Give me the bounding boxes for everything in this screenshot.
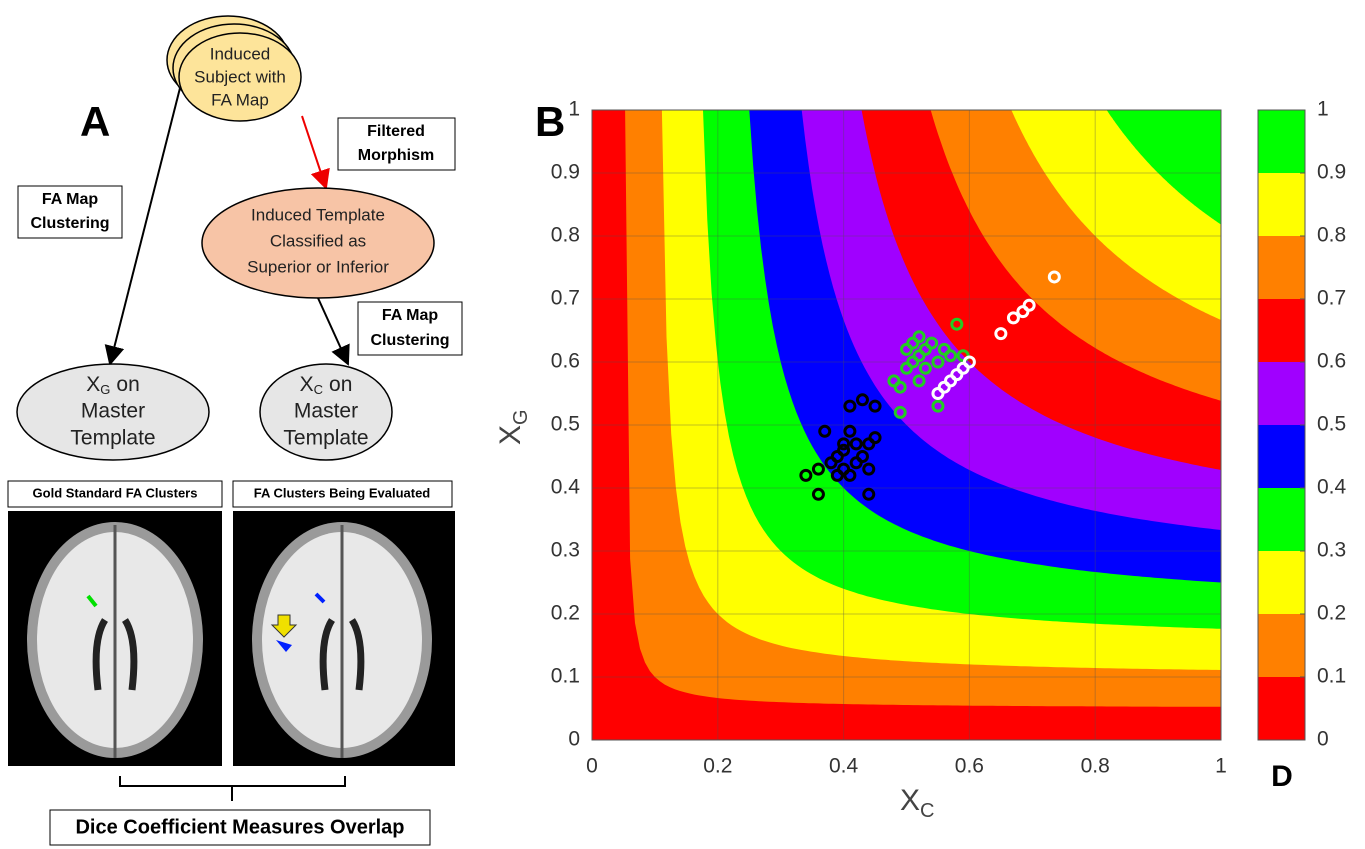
colorbar-tick-label: 0.2	[1317, 602, 1346, 625]
bracket	[120, 776, 345, 801]
node-text: Induced Template	[251, 205, 385, 224]
footer: Dice Coefficient Measures Overlap	[75, 816, 404, 838]
y-tick-label: 0.8	[551, 224, 580, 247]
subscript: C	[920, 800, 934, 822]
colorbar-tick-label: 0.3	[1317, 539, 1346, 562]
node-text: FA Map	[211, 90, 269, 109]
var: X	[900, 784, 920, 817]
panel-label: B	[535, 98, 565, 145]
brain-image	[8, 511, 222, 766]
y-tick-label: 0.6	[551, 350, 580, 373]
box-text: FA Map	[382, 307, 439, 324]
y-tick-label: 1	[568, 98, 580, 121]
node-text: Master	[81, 400, 145, 423]
colorbar-segment	[1258, 110, 1305, 173]
var: X	[494, 425, 527, 445]
colorbar-tick-label: 0.5	[1317, 413, 1346, 436]
subscript: G	[510, 409, 532, 425]
panel-label: A	[80, 98, 110, 145]
y-tick-label: 0.2	[551, 602, 580, 625]
x-axis-label: XC	[900, 784, 934, 822]
colorbar-tick-label: 0	[1317, 728, 1329, 751]
y-tick-label: 0.5	[551, 413, 580, 436]
x-tick-label: 1	[1215, 755, 1227, 778]
colorbar-segment	[1258, 614, 1305, 677]
node-text: Template	[283, 427, 368, 450]
y-tick-label: 0.4	[551, 476, 581, 499]
brain-image	[233, 511, 455, 766]
box-text: Morphism	[358, 147, 434, 164]
figure: A Induced Subject with FA Map Filtered M…	[0, 0, 1365, 849]
colorbar-tick-label: 0.9	[1317, 161, 1346, 184]
colorbar-segment	[1258, 551, 1305, 614]
colorbar-segment	[1258, 173, 1305, 236]
x-tick-label: 0	[586, 755, 598, 778]
var: X	[300, 373, 314, 396]
node-text: Superior or Inferior	[247, 257, 389, 276]
y-tick-label: 0	[568, 728, 580, 751]
panel-b: 0 0.2 0.4 0.6 0.8 1 0 0.1 0.2 0.3 0.4 0.5 0.6 0.7 0.8 0…	[494, 98, 1347, 823]
x-tick-label: 0.6	[955, 755, 984, 778]
y-tick-label: 0.3	[551, 539, 580, 562]
y-tick-label: 0.1	[551, 665, 580, 688]
box-text: Filtered	[367, 123, 425, 140]
node-text: on	[329, 373, 352, 396]
colorbar-label: D	[1271, 760, 1293, 793]
colorbar-segment	[1258, 299, 1305, 362]
x-tick-label: 0.2	[703, 755, 732, 778]
caption: FA Clusters Being Evaluated	[254, 485, 431, 500]
colorbar-tick-label: 0.6	[1317, 350, 1346, 373]
caption: Gold Standard FA Clusters	[33, 485, 198, 500]
colorbar-segment	[1258, 425, 1305, 488]
box-text: Clustering	[30, 215, 109, 232]
colorbar-segment	[1258, 677, 1305, 740]
colorbar-tick-label: 0.8	[1317, 224, 1346, 247]
colorbar-segment	[1258, 236, 1305, 299]
subscript: C	[314, 382, 323, 397]
y-tick-label: 0.7	[551, 287, 580, 310]
box-text: Clustering	[370, 332, 449, 349]
node-text: Classified as	[270, 231, 366, 250]
node-text: Master	[294, 400, 358, 423]
x-tick-label: 0.4	[829, 755, 859, 778]
subscript: G	[100, 382, 110, 397]
colorbar-segment	[1258, 488, 1305, 551]
colorbar-tick-label: 1	[1317, 98, 1329, 121]
node-text: Template	[70, 427, 155, 450]
colorbar-tick-label: 0.1	[1317, 665, 1346, 688]
x-tick-label: 0.8	[1081, 755, 1110, 778]
var: X	[86, 373, 100, 396]
node-text: Induced	[210, 44, 271, 63]
y-axis-label: XG	[494, 409, 532, 445]
node-text: Subject with	[194, 67, 286, 86]
colorbar-segment	[1258, 362, 1305, 425]
node-text: on	[116, 373, 139, 396]
box-text: FA Map	[42, 191, 99, 208]
colorbar-tick-label: 0.7	[1317, 287, 1346, 310]
colorbar-tick-label: 0.4	[1317, 476, 1347, 499]
arrow	[318, 298, 348, 364]
y-tick-label: 0.9	[551, 161, 580, 184]
panel-a: A Induced Subject with FA Map Filtered M…	[8, 16, 462, 845]
arrow	[302, 116, 326, 188]
